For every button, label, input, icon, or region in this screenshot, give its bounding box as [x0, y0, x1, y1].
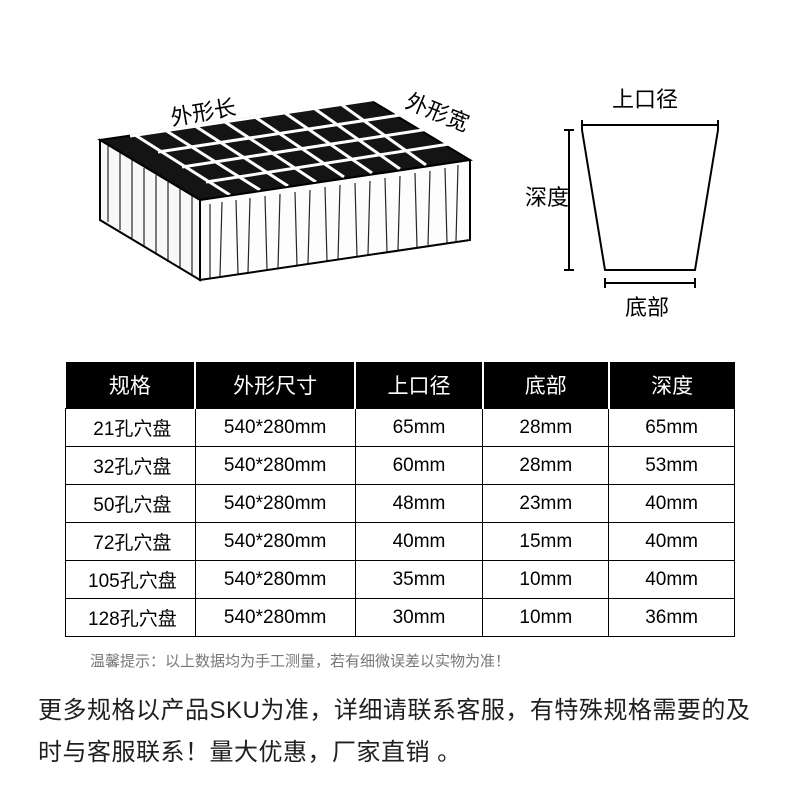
cell: 540*280mm	[195, 599, 355, 637]
table-body: 21孔穴盘 540*280mm 65mm 28mm 65mm 32孔穴盘 540…	[66, 409, 735, 637]
col-depth: 深度	[609, 362, 735, 409]
col-spec: 规格	[66, 362, 196, 409]
table-header-row: 规格 外形尺寸 上口径 底部 深度	[66, 362, 735, 409]
cell: 65mm	[609, 409, 735, 447]
table-row: 21孔穴盘 540*280mm 65mm 28mm 65mm	[66, 409, 735, 447]
col-top: 上口径	[355, 362, 483, 409]
body-text: 更多规格以产品SKU为准，详细请联系客服，有特殊规格需要的及时与客服联系！量大优…	[38, 690, 768, 774]
cell: 40mm	[609, 523, 735, 561]
dimension-diagram: 外形长 外形宽 上口径 深度 底部	[0, 40, 800, 340]
cell: 23mm	[483, 485, 609, 523]
col-outer: 外形尺寸	[195, 362, 355, 409]
cell: 540*280mm	[195, 485, 355, 523]
cell: 10mm	[483, 561, 609, 599]
cell: 15mm	[483, 523, 609, 561]
col-bottom: 底部	[483, 362, 609, 409]
label-bottom: 底部	[625, 290, 669, 322]
cell: 540*280mm	[195, 447, 355, 485]
cell: 28mm	[483, 447, 609, 485]
cell: 28mm	[483, 409, 609, 447]
cell: 60mm	[355, 447, 483, 485]
cell: 32孔穴盘	[66, 447, 196, 485]
label-depth: 深度	[525, 180, 569, 212]
cell: 21孔穴盘	[66, 409, 196, 447]
table-row: 105孔穴盘 540*280mm 35mm 10mm 40mm	[66, 561, 735, 599]
cell: 40mm	[609, 485, 735, 523]
cell: 40mm	[355, 523, 483, 561]
cell: 540*280mm	[195, 409, 355, 447]
table-row: 128孔穴盘 540*280mm 30mm 10mm 36mm	[66, 599, 735, 637]
table-row: 50孔穴盘 540*280mm 48mm 23mm 40mm	[66, 485, 735, 523]
cell: 105孔穴盘	[66, 561, 196, 599]
cell: 30mm	[355, 599, 483, 637]
table-row: 32孔穴盘 540*280mm 60mm 28mm 53mm	[66, 447, 735, 485]
cell: 36mm	[609, 599, 735, 637]
cell: 40mm	[609, 561, 735, 599]
cup-cross-section	[560, 90, 740, 300]
table-row: 72孔穴盘 540*280mm 40mm 15mm 40mm	[66, 523, 735, 561]
cell: 48mm	[355, 485, 483, 523]
cell: 10mm	[483, 599, 609, 637]
spec-table: 规格 外形尺寸 上口径 底部 深度 21孔穴盘 540*280mm 65mm 2…	[65, 362, 735, 637]
cell: 540*280mm	[195, 523, 355, 561]
cell: 65mm	[355, 409, 483, 447]
cell: 53mm	[609, 447, 735, 485]
cell: 50孔穴盘	[66, 485, 196, 523]
cell: 128孔穴盘	[66, 599, 196, 637]
measurement-note: 温馨提示：以上数据均为手工测量，若有细微误差以实物为准！	[90, 650, 510, 671]
cell: 35mm	[355, 561, 483, 599]
cell: 540*280mm	[195, 561, 355, 599]
label-top-diameter: 上口径	[612, 82, 678, 114]
cell: 72孔穴盘	[66, 523, 196, 561]
